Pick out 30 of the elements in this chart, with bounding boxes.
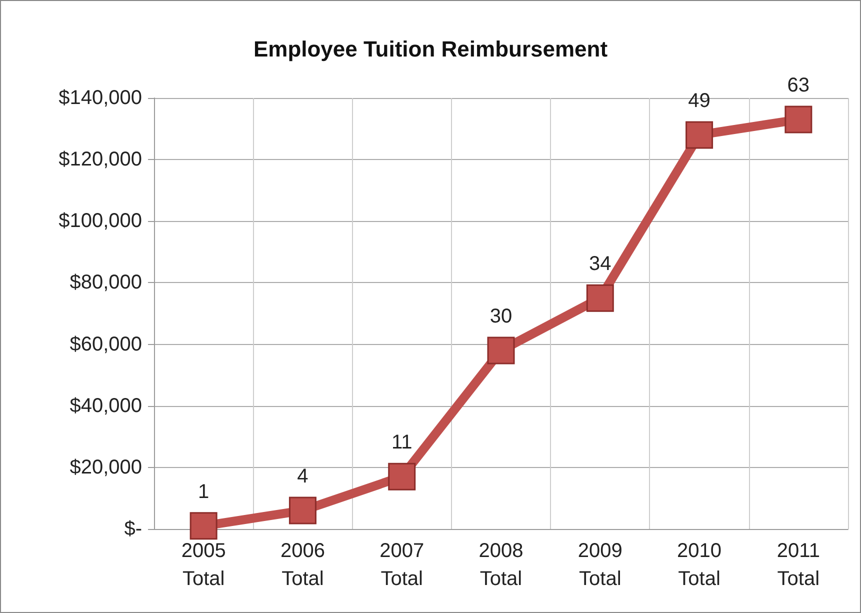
point bbox=[487, 336, 515, 364]
x-tick-label: 2010 Total bbox=[677, 540, 722, 590]
y-tick-label: $100,000 bbox=[58, 210, 142, 232]
point bbox=[190, 512, 218, 540]
x-tick-label: 2005 Total bbox=[181, 540, 226, 590]
y-tick-label: $120,000 bbox=[58, 148, 142, 171]
x-tick-label: 2006 Total bbox=[280, 540, 325, 590]
annotation: 4 bbox=[297, 466, 308, 488]
chart-title: Employee Tuition Reimbursement bbox=[253, 36, 608, 62]
annotation: 30 bbox=[490, 305, 512, 328]
point bbox=[586, 284, 614, 312]
point bbox=[784, 106, 812, 134]
annotation: 49 bbox=[688, 90, 710, 112]
x-tick-label: 2008 Total bbox=[478, 540, 524, 590]
point bbox=[686, 121, 714, 149]
annotation: 11 bbox=[391, 432, 412, 454]
y-tick-label: $80,000 bbox=[70, 272, 142, 294]
x-tick-label: 2007 Total bbox=[380, 540, 424, 590]
y-tick-label: $60,000 bbox=[70, 333, 142, 356]
x-tick-label: 2009 Total bbox=[578, 540, 622, 590]
point bbox=[288, 496, 316, 524]
y-tick-label: $40,000 bbox=[70, 394, 142, 417]
annotation: 63 bbox=[787, 74, 810, 97]
x-tick-label: 2011 Total bbox=[776, 540, 820, 590]
point bbox=[388, 462, 416, 490]
annotation: 1 bbox=[198, 480, 210, 503]
y-tick-label: $20,000 bbox=[70, 456, 142, 478]
y-tick-label: $140,000 bbox=[58, 87, 142, 109]
y-tick-label: $- bbox=[124, 518, 142, 540]
annotation: 34 bbox=[589, 253, 612, 276]
